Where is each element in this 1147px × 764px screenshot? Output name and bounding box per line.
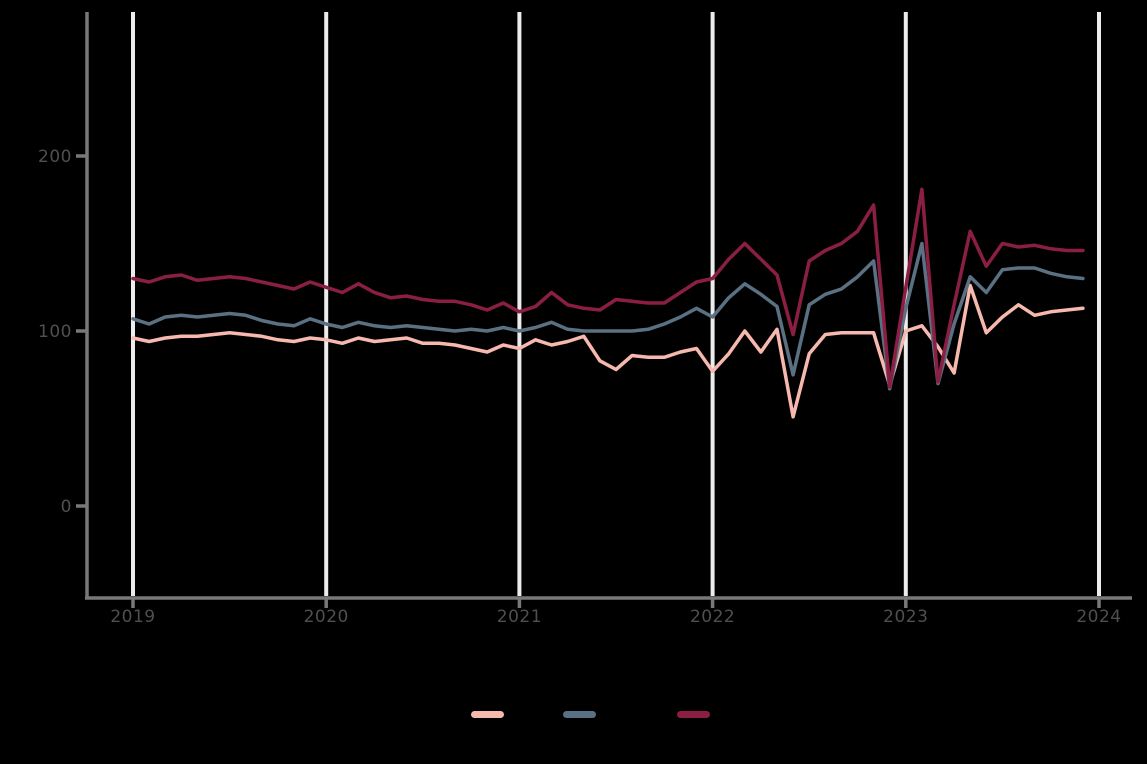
x-tick-label: 2024 bbox=[1076, 607, 1121, 627]
y-tick-label: 100 bbox=[38, 322, 72, 342]
x-tick-label: 2019 bbox=[110, 607, 155, 627]
y-tick-label: 0 bbox=[61, 497, 72, 517]
series-line-dark-red bbox=[131, 187, 1085, 389]
x-tick-label: 2021 bbox=[497, 607, 542, 627]
x-tick-label: 2020 bbox=[304, 607, 349, 627]
x-tick-label: 2022 bbox=[690, 607, 735, 627]
series-line-slate-blue bbox=[131, 241, 1085, 391]
y-tick-label: 200 bbox=[38, 147, 72, 167]
series-line-pink bbox=[131, 283, 1085, 419]
x-tick-label: 2023 bbox=[883, 607, 928, 627]
axes bbox=[85, 12, 1132, 600]
